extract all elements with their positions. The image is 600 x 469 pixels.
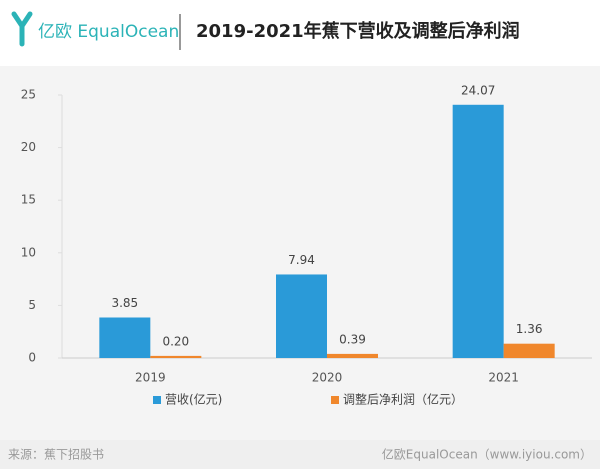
brand: 亿欧 EqualOcean: [38, 22, 179, 42]
legend-label: 营收(亿元): [165, 392, 222, 407]
bar: [327, 353, 378, 358]
y-tick-label: 15: [21, 193, 36, 207]
credit: 亿欧EqualOcean（www.iyiou.com）: [382, 447, 592, 462]
y-tick-label: 20: [21, 140, 36, 154]
value-label: 1.36: [516, 322, 543, 336]
logo-icon: [11, 11, 33, 47]
bar: [150, 355, 202, 358]
bar: [503, 343, 555, 358]
value-label: 0.20: [162, 334, 189, 348]
y-tick-label: 25: [21, 88, 36, 102]
value-label: 3.85: [111, 296, 138, 310]
legend-swatch: [331, 396, 339, 404]
legend-label: 调整后净利润（亿元）: [343, 392, 463, 407]
legend-swatch: [153, 396, 161, 404]
y-tick-label: 10: [21, 245, 36, 259]
chart-title: 2019-2021年蕉下营收及调整后净利润: [196, 20, 520, 42]
source: 来源：蕉下招股书: [8, 448, 104, 462]
y-tick-label: 5: [28, 298, 36, 312]
x-tick-label: 2020: [312, 371, 343, 385]
x-tick-label: 2021: [488, 371, 519, 385]
bar: [276, 274, 327, 358]
footer-band: [0, 440, 600, 469]
value-label: 24.07: [461, 83, 495, 97]
value-label: 0.39: [339, 332, 366, 346]
y-tick-label: 0: [28, 351, 36, 365]
bar: [452, 104, 504, 358]
bar: [99, 317, 151, 358]
value-label: 7.94: [288, 253, 315, 267]
x-tick-label: 2019: [135, 371, 166, 385]
